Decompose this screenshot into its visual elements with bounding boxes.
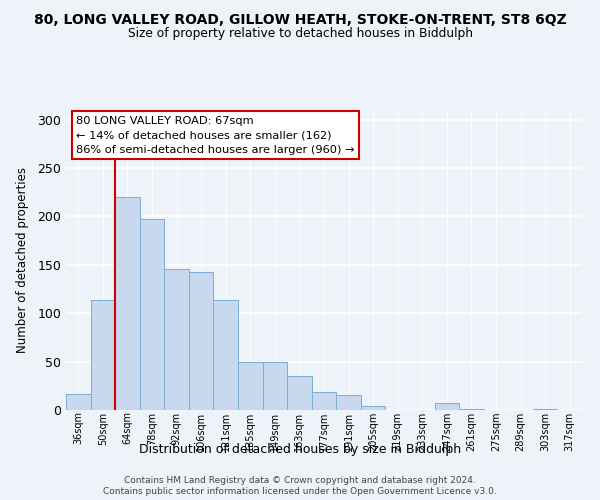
Bar (287, 376, 312, 410)
Text: Distribution of detached houses by size in Biddulph: Distribution of detached houses by size … (139, 442, 461, 456)
Bar (459, 409, 484, 410)
Bar (214, 300, 238, 410)
Bar (189, 272, 214, 410)
Bar (140, 220, 164, 410)
Text: 80 LONG VALLEY ROAD: 67sqm
← 14% of detached houses are smaller (162)
86% of sem: 80 LONG VALLEY ROAD: 67sqm ← 14% of deta… (76, 116, 355, 155)
Bar (164, 268, 189, 410)
Bar (115, 197, 140, 410)
Bar (361, 406, 385, 410)
Bar (91, 300, 115, 410)
Text: Contains HM Land Registry data © Crown copyright and database right 2024.: Contains HM Land Registry data © Crown c… (124, 476, 476, 485)
Text: Contains public sector information licensed under the Open Government Licence v3: Contains public sector information licen… (103, 488, 497, 496)
Text: 80, LONG VALLEY ROAD, GILLOW HEATH, STOKE-ON-TRENT, ST8 6QZ: 80, LONG VALLEY ROAD, GILLOW HEATH, STOK… (34, 12, 566, 26)
Bar (533, 409, 557, 410)
Bar (336, 394, 361, 410)
Bar (238, 362, 263, 410)
Text: Size of property relative to detached houses in Biddulph: Size of property relative to detached ho… (128, 28, 473, 40)
Bar (434, 403, 459, 410)
Y-axis label: Number of detached properties: Number of detached properties (16, 167, 29, 353)
Bar (66, 394, 91, 410)
Bar (263, 362, 287, 410)
Bar (312, 392, 336, 410)
